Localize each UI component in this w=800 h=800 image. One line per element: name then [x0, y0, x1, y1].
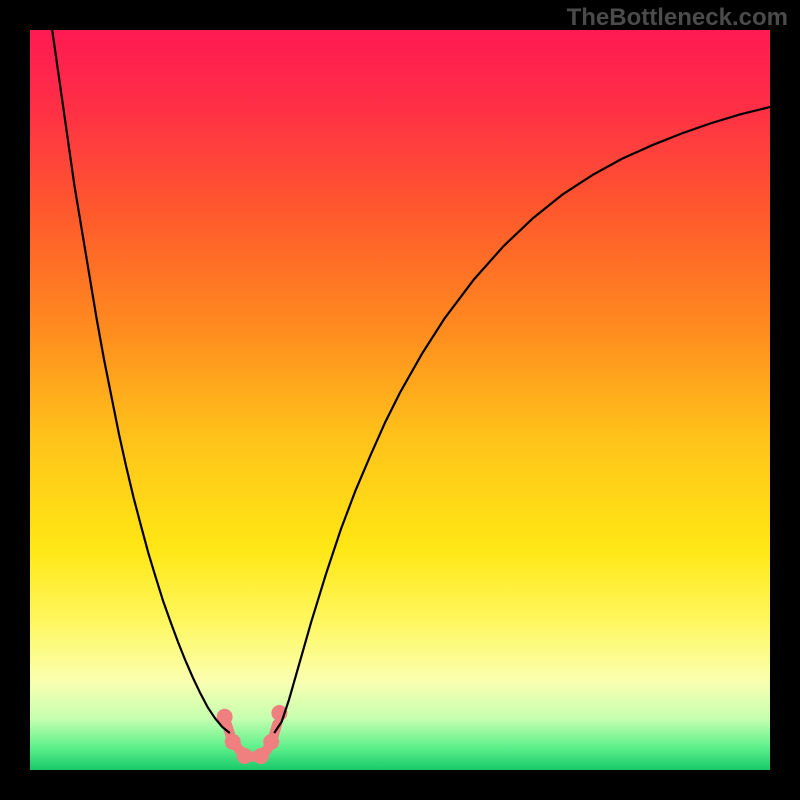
valley-marker [237, 748, 253, 764]
chart-frame: TheBottleneck.com [0, 0, 800, 800]
valley-marker [253, 748, 269, 764]
bottleneck-chart-svg [0, 0, 800, 800]
valley-marker [263, 734, 279, 750]
valley-marker [225, 734, 241, 750]
attribution-watermark: TheBottleneck.com [567, 4, 788, 32]
gradient-background [30, 30, 770, 770]
